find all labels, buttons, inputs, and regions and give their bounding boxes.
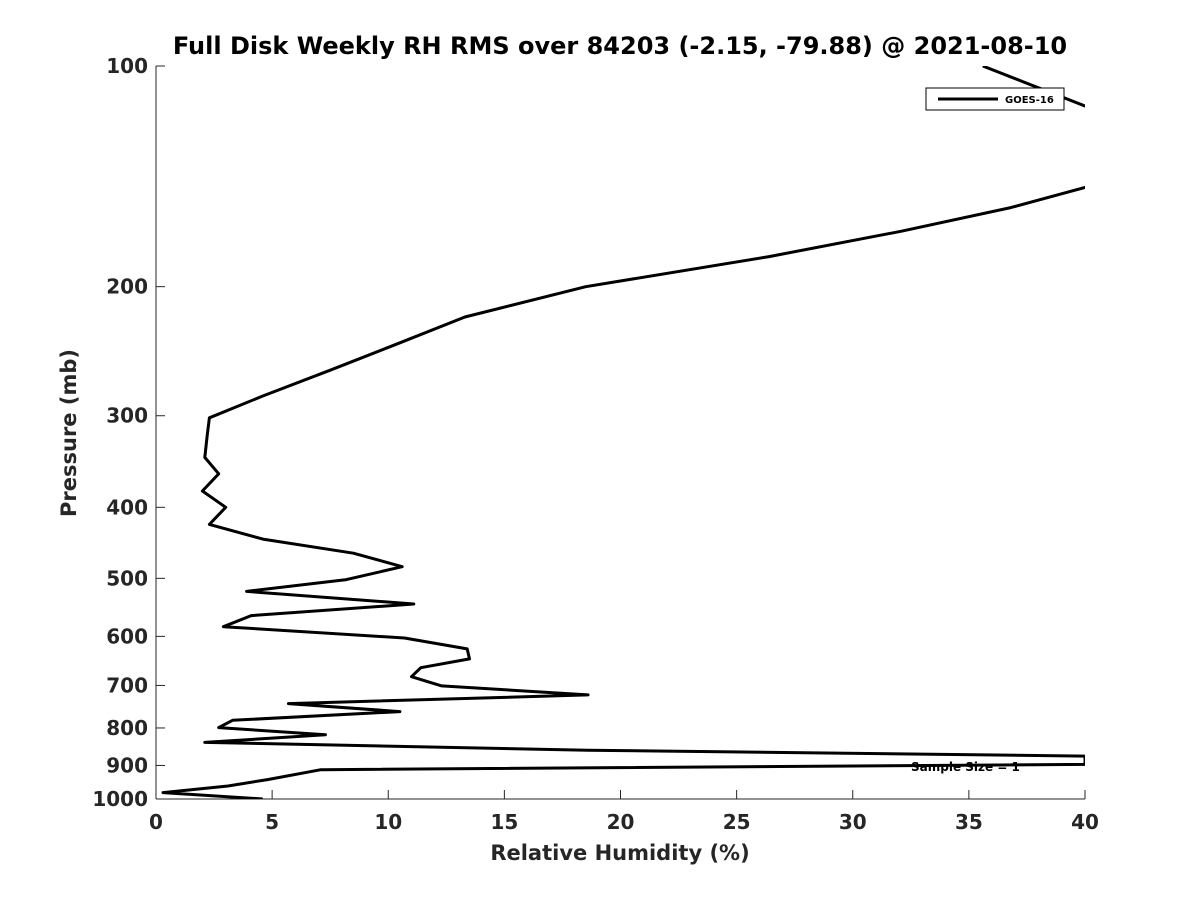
x-tick-label: 10 — [374, 810, 402, 834]
legend-label-goes-16: GOES-16 — [1005, 95, 1054, 106]
y-tick-label: 500 — [106, 566, 148, 590]
legend: GOES-16 — [925, 87, 1065, 111]
series-line-goes-16 — [161, 66, 1085, 799]
y-tick-label: 1000 — [92, 787, 148, 811]
y-tick-label: 700 — [106, 673, 148, 697]
y-tick-label: 300 — [106, 404, 148, 428]
chart-title: Full Disk Weekly RH RMS over 84203 (-2.1… — [173, 32, 1067, 60]
x-tick-label: 25 — [723, 810, 751, 834]
y-ticks: 100 200 300 400 500 600 700 800 900 1000 — [92, 54, 165, 811]
x-tick-label: 40 — [1071, 810, 1099, 834]
y-tick-label: 100 — [106, 54, 148, 78]
y-axis-label: Pressure (mb) — [57, 349, 81, 517]
plot-axes — [155, 66, 1085, 800]
x-tick-label: 20 — [607, 810, 635, 834]
x-tick-label: 5 — [265, 810, 279, 834]
x-tick-label: 0 — [149, 810, 163, 834]
y-tick-label: 800 — [106, 716, 148, 740]
y-tick-label: 900 — [106, 753, 148, 777]
x-axis-label: Relative Humidity (%) — [490, 841, 749, 865]
x-tick-label: 15 — [490, 810, 518, 834]
x-tick-label: 30 — [839, 810, 867, 834]
y-tick-label: 400 — [106, 495, 148, 519]
y-tick-label: 600 — [106, 624, 148, 648]
sample-size-annotation: Sample Size = 1 — [911, 760, 1020, 774]
y-tick-label: 200 — [106, 275, 148, 299]
x-tick-label: 35 — [955, 810, 983, 834]
x-ticks: 0 5 10 15 20 25 30 35 40 — [149, 790, 1099, 834]
